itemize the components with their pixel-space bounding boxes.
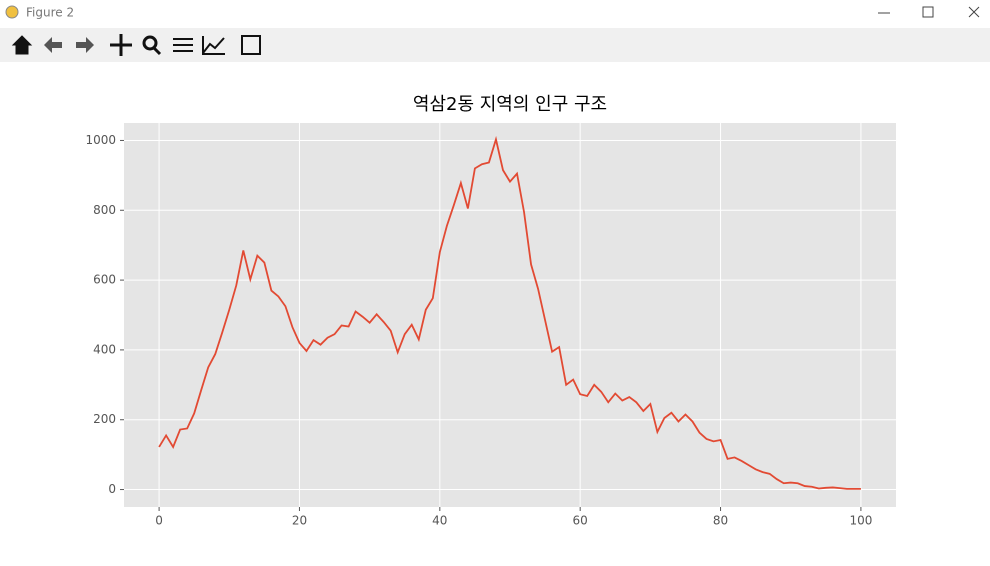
close[interactable] <box>968 6 980 18</box>
pan-button[interactable] <box>110 34 132 56</box>
configure-button[interactable] <box>173 38 193 52</box>
x-tick-label: 100 <box>849 514 872 528</box>
app-icon <box>5 5 19 19</box>
window-title: Figure 2 <box>26 6 74 20</box>
maximize[interactable] <box>922 6 934 18</box>
data-line <box>158 135 861 490</box>
y-tick-label: 400 <box>93 342 116 356</box>
y-tick-label: 0 <box>108 482 116 496</box>
home-button[interactable] <box>11 35 33 55</box>
x-tick-label: 20 <box>292 514 307 528</box>
y-tick-label: 800 <box>93 203 116 217</box>
x-tick-label: 80 <box>713 514 728 528</box>
plot-area <box>124 123 896 507</box>
toolbar <box>0 28 990 62</box>
y-tick-label: 200 <box>93 412 116 426</box>
x-tick-label: 40 <box>432 514 447 528</box>
back-button[interactable] <box>44 37 62 53</box>
x-tick-label: 60 <box>573 514 588 528</box>
x-tick-label: 0 <box>155 514 163 528</box>
zoom-button[interactable] <box>142 35 162 56</box>
save-button[interactable] <box>241 35 261 55</box>
chart-title: 역삼2동 지역의 인구 구조 <box>413 94 607 115</box>
edit-button[interactable] <box>202 36 225 55</box>
y-tick-label: 600 <box>93 273 116 287</box>
forward-button[interactable] <box>76 37 94 53</box>
title-bar <box>0 0 990 28</box>
y-tick-label: 1000 <box>85 133 116 147</box>
